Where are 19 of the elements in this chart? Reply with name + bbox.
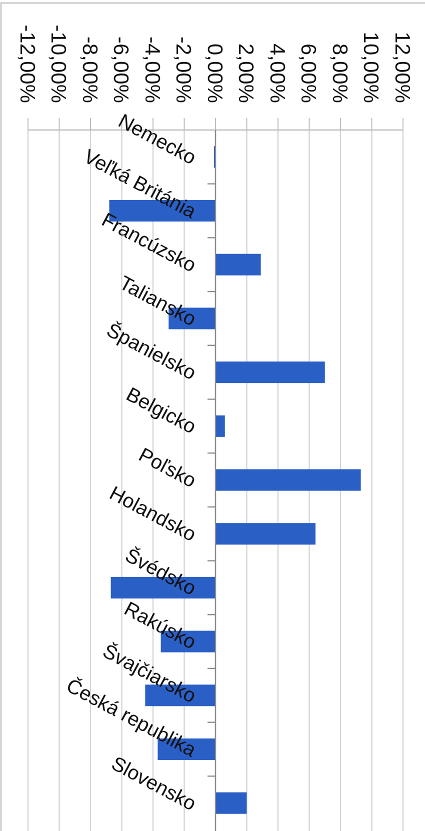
x-tick-label: -8,00% <box>78 36 101 103</box>
x-tick-label: 0,00% <box>202 43 226 103</box>
x-tick-label: -12,00% <box>15 24 38 103</box>
x-tick-label: -6,00% <box>109 36 132 103</box>
bar <box>216 792 247 814</box>
x-tick-label: 8,00% <box>328 43 351 103</box>
x-tick-label: 2,00% <box>234 43 258 103</box>
bar <box>216 415 225 437</box>
bar <box>216 362 325 384</box>
x-tick-label: -4,00% <box>140 36 164 103</box>
bar <box>216 254 261 276</box>
x-tick-label: 6,00% <box>296 43 320 103</box>
x-tick-label: -10,00% <box>46 24 70 103</box>
x-tick-label: 12,00% <box>390 32 414 103</box>
x-tick-label: 10,00% <box>359 32 382 103</box>
x-tick-label: -2,00% <box>172 36 195 103</box>
x-tick-label: 4,00% <box>265 43 288 103</box>
bar <box>216 469 361 491</box>
bar <box>216 523 316 545</box>
